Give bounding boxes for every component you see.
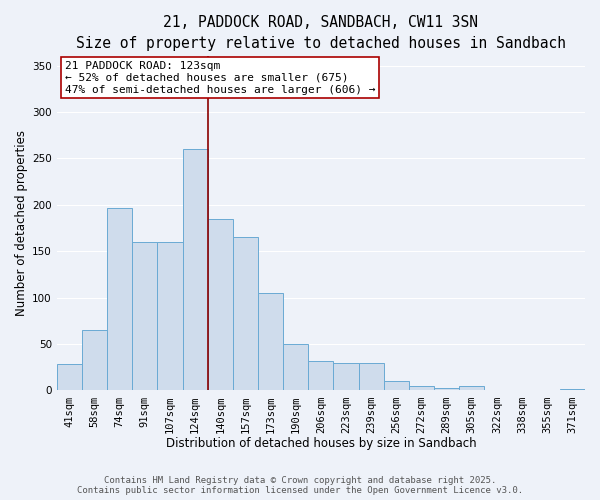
Bar <box>308 361 334 390</box>
Bar <box>132 242 157 390</box>
Bar <box>182 149 208 390</box>
Bar <box>560 388 585 390</box>
Bar <box>82 330 107 390</box>
Bar <box>334 362 359 390</box>
Y-axis label: Number of detached properties: Number of detached properties <box>15 130 28 316</box>
Text: Contains HM Land Registry data © Crown copyright and database right 2025.
Contai: Contains HM Land Registry data © Crown c… <box>77 476 523 495</box>
Bar <box>157 242 182 390</box>
Text: 21 PADDOCK ROAD: 123sqm
← 52% of detached houses are smaller (675)
47% of semi-d: 21 PADDOCK ROAD: 123sqm ← 52% of detache… <box>65 62 375 94</box>
Bar <box>409 386 434 390</box>
Bar <box>359 362 384 390</box>
X-axis label: Distribution of detached houses by size in Sandbach: Distribution of detached houses by size … <box>166 437 476 450</box>
Bar <box>208 219 233 390</box>
Bar <box>258 293 283 390</box>
Bar <box>434 388 459 390</box>
Title: 21, PADDOCK ROAD, SANDBACH, CW11 3SN
Size of property relative to detached house: 21, PADDOCK ROAD, SANDBACH, CW11 3SN Siz… <box>76 15 566 51</box>
Bar <box>459 386 484 390</box>
Bar <box>57 364 82 390</box>
Bar <box>107 208 132 390</box>
Bar <box>283 344 308 391</box>
Bar <box>384 381 409 390</box>
Bar <box>233 238 258 390</box>
